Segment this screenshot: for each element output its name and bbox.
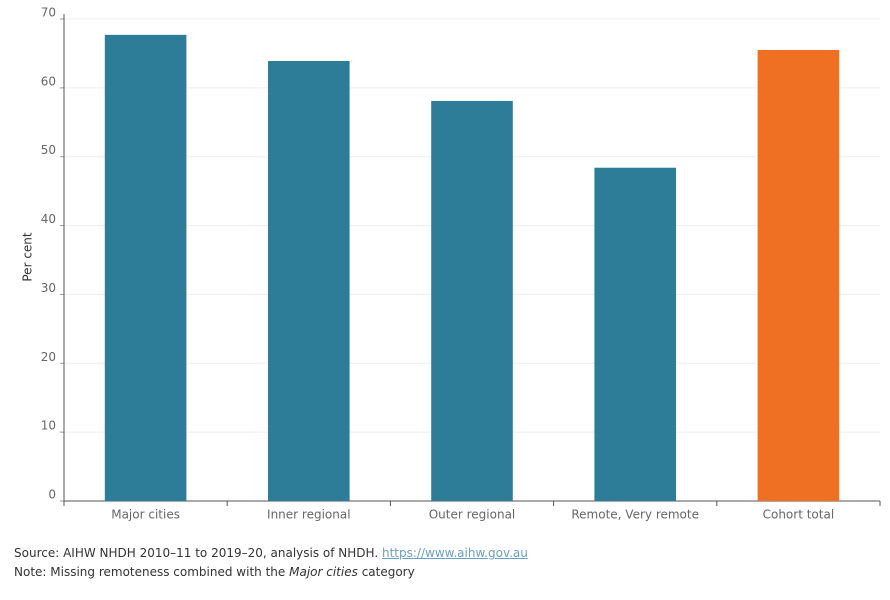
note-text: category bbox=[361, 565, 415, 579]
y-tick-label: 0 bbox=[48, 488, 56, 502]
x-tick-label: Remote, Very remote bbox=[571, 508, 699, 522]
note-text: Note: Missing remoteness combined with t… bbox=[14, 565, 286, 579]
bar bbox=[757, 49, 840, 501]
x-tick-label: Major cities bbox=[111, 508, 180, 522]
source: Source: AIHW NHDH 2010–11 to 2019–20, an… bbox=[14, 546, 528, 560]
note-italic: Major cities bbox=[289, 565, 358, 579]
note: Note: Missing remoteness combined with t… bbox=[14, 565, 415, 579]
bar bbox=[594, 167, 676, 501]
y-tick-label: 40 bbox=[41, 212, 56, 226]
y-tick-label: 30 bbox=[41, 281, 56, 295]
chart: Per cent 0 10 20 30 40 50 60 70 Major cities Inne… bbox=[21, 6, 881, 522]
bar bbox=[431, 100, 513, 501]
source-link[interactable]: https://www.aihw.gov.au bbox=[382, 546, 528, 560]
y-tick-label: 60 bbox=[41, 74, 56, 88]
x-tick-label: Inner regional bbox=[267, 508, 351, 522]
x-tick-label: Outer regional bbox=[429, 508, 516, 522]
bar bbox=[104, 34, 187, 501]
bar bbox=[268, 61, 350, 501]
x-tick-label: Cohort total bbox=[763, 508, 835, 522]
y-axis-label: Per cent bbox=[21, 232, 35, 282]
source-text: Source: AIHW NHDH 2010–11 to 2019–20, an… bbox=[14, 546, 379, 560]
y-tick-label: 50 bbox=[41, 143, 56, 157]
y-tick-label: 20 bbox=[41, 350, 56, 364]
y-tick-label: 10 bbox=[41, 419, 56, 433]
y-tick-label: 70 bbox=[41, 6, 56, 20]
